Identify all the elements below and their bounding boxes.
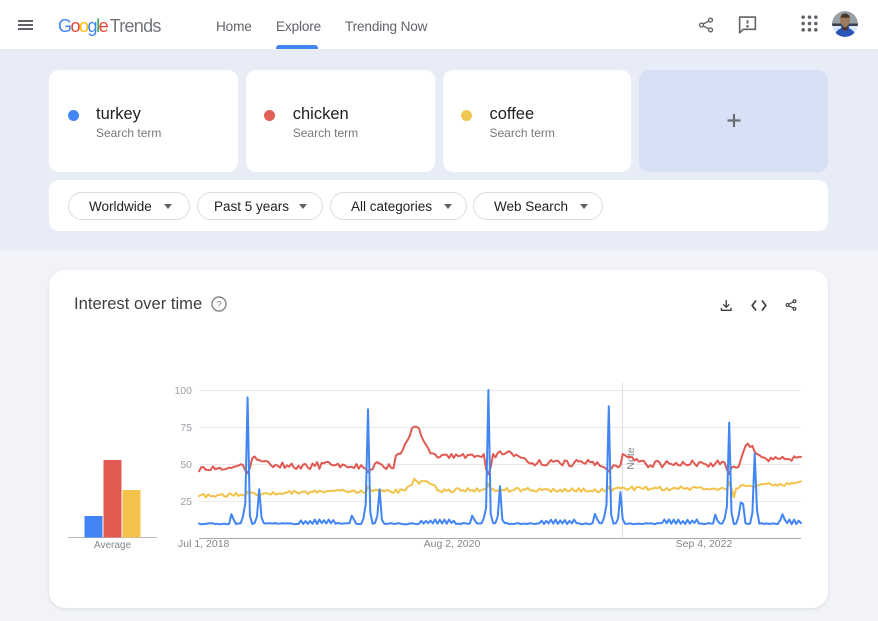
svg-text:75: 75 bbox=[180, 422, 192, 434]
svg-text:25: 25 bbox=[180, 496, 192, 508]
svg-text:Sep 4, 2022: Sep 4, 2022 bbox=[676, 538, 733, 550]
svg-text:50: 50 bbox=[180, 459, 192, 471]
svg-text:Aug 2, 2020: Aug 2, 2020 bbox=[424, 538, 481, 550]
svg-text:?: ? bbox=[216, 299, 221, 310]
svg-text:Jul 1, 2018: Jul 1, 2018 bbox=[178, 538, 230, 550]
svg-text:100: 100 bbox=[174, 385, 192, 397]
svg-text:Note: Note bbox=[625, 447, 637, 469]
